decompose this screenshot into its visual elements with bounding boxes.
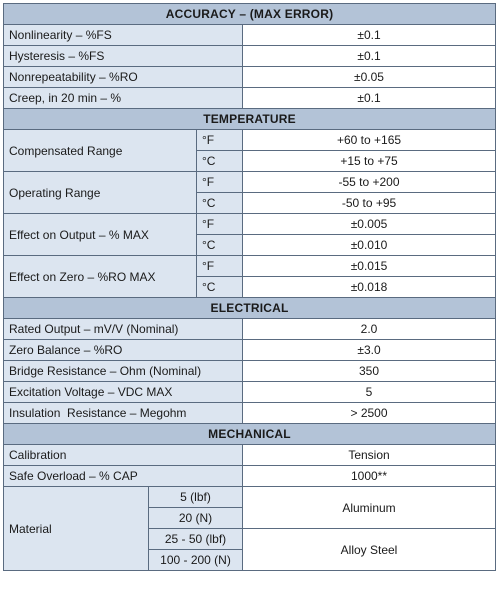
table-row: Operating Range °F -55 to +200 <box>3 171 497 214</box>
unit-fahrenheit: °F <box>196 213 243 235</box>
table-row: 25 - 50 (lbf) Alloy Steel <box>4 528 497 571</box>
capacity-range-25-50-lbf: 25 - 50 (lbf) <box>148 528 243 550</box>
table-row: Hysteresis – %FS ±0.1 <box>3 45 497 67</box>
section-header-row: MECHANICAL <box>2 423 497 445</box>
spec-value-safe-overload: 1000** <box>241 465 497 487</box>
spec-value-operating-range-c: -50 to +95 <box>241 192 497 214</box>
spec-value-material-alloy-steel: Alloy Steel <box>241 528 497 571</box>
unit-celsius: °C <box>196 150 243 172</box>
unit-celsius: °C <box>196 234 243 256</box>
spec-value-effect-on-zero-c: ±0.018 <box>241 276 497 298</box>
unit-fahrenheit: °F <box>196 129 243 151</box>
spec-value-zero-balance: ±3.0 <box>241 339 497 361</box>
spec-value-rated-output: 2.0 <box>241 318 497 340</box>
spec-label-effect-on-output: Effect on Output – % MAX <box>3 213 197 256</box>
table-row: Material 5 (lbf) Aluminum <box>3 486 497 571</box>
spec-value-effect-on-output-c: ±0.010 <box>241 234 497 256</box>
capacity-range-100-200-n: 100 - 200 (N) <box>148 549 243 571</box>
section-header-accuracy: ACCURACY – (MAX ERROR) <box>2 3 497 25</box>
spec-label-zero-balance: Zero Balance – %RO <box>3 339 243 361</box>
table-row: Nonlinearity – %FS ±0.1 <box>3 24 497 46</box>
spec-label-hysteresis: Hysteresis – %FS <box>3 45 243 67</box>
table-row: Insulation Resistance – Megohm > 2500 <box>3 402 497 424</box>
table-row: Effect on Output – % MAX °F ±0.005 <box>3 213 497 256</box>
spec-value-bridge-resistance: 350 <box>241 360 497 382</box>
spec-label-effect-on-zero: Effect on Zero – %RO MAX <box>3 255 197 298</box>
spec-value-excitation-voltage: 5 <box>241 381 497 403</box>
spec-value-compensated-range-c: +15 to +75 <box>241 150 497 172</box>
spec-label-insulation-resistance: Insulation Resistance – Megohm <box>3 402 243 424</box>
section-header-row: TEMPERATURE <box>2 108 497 130</box>
spec-value-effect-on-zero-f: ±0.015 <box>241 255 497 277</box>
table-row: Nonrepeatability – %RO ±0.05 <box>3 66 497 88</box>
spec-label-material: Material <box>3 486 149 571</box>
section-header-temperature: TEMPERATURE <box>2 108 497 130</box>
spec-value-hysteresis: ±0.1 <box>241 45 497 67</box>
spec-label-nonrepeatability: Nonrepeatability – %RO <box>3 66 243 88</box>
capacity-range-5-lbf: 5 (lbf) <box>148 486 243 508</box>
table-row: Bridge Resistance – Ohm (Nominal) 350 <box>3 360 497 382</box>
spec-value-compensated-range-f: +60 to +165 <box>241 129 497 151</box>
table-row: 100 - 200 (N) <box>4 549 496 571</box>
spec-label-rated-output: Rated Output – mV/V (Nominal) <box>3 318 243 340</box>
spec-label-bridge-resistance: Bridge Resistance – Ohm (Nominal) <box>3 360 243 382</box>
spec-value-insulation-resistance: > 2500 <box>241 402 497 424</box>
table-row: Safe Overload – % CAP 1000** <box>3 465 497 487</box>
unit-fahrenheit: °F <box>196 171 243 193</box>
spec-value-material-aluminum: Aluminum <box>241 486 497 529</box>
spec-value-effect-on-output-f: ±0.005 <box>241 213 497 235</box>
table-row: Rated Output – mV/V (Nominal) 2.0 <box>3 318 497 340</box>
table-row: °C -50 to +95 <box>4 192 497 214</box>
section-header-row: ACCURACY – (MAX ERROR) <box>2 3 497 25</box>
table-row: °C ±0.010 <box>4 234 497 256</box>
spec-label-nonlinearity: Nonlinearity – %FS <box>3 24 243 46</box>
table-row: °C +15 to +75 <box>4 150 497 172</box>
spec-value-nonlinearity: ±0.1 <box>241 24 497 46</box>
unit-celsius: °C <box>196 276 243 298</box>
spec-label-compensated-range: Compensated Range <box>3 129 197 172</box>
section-header-row: ELECTRICAL <box>2 297 497 319</box>
spec-label-excitation-voltage: Excitation Voltage – VDC MAX <box>3 381 243 403</box>
table-row: 20 (N) <box>4 507 496 529</box>
capacity-range-20-n: 20 (N) <box>148 507 243 529</box>
spec-value-nonrepeatability: ±0.05 <box>241 66 497 88</box>
table-row: Calibration Tension <box>3 444 497 466</box>
spec-value-operating-range-f: -55 to +200 <box>241 171 497 193</box>
table-row: Effect on Zero – %RO MAX °F ±0.015 <box>3 255 497 298</box>
spec-value-calibration: Tension <box>241 444 497 466</box>
spec-value-creep: ±0.1 <box>241 87 497 109</box>
spec-label-calibration: Calibration <box>3 444 243 466</box>
spec-label-operating-range: Operating Range <box>3 171 197 214</box>
table-row: Excitation Voltage – VDC MAX 5 <box>3 381 497 403</box>
spec-label-creep: Creep, in 20 min – % <box>3 87 243 109</box>
table-row: Compensated Range °F +60 to +165 <box>3 129 497 172</box>
table-row: Zero Balance – %RO ±3.0 <box>3 339 497 361</box>
section-header-mechanical: MECHANICAL <box>2 423 497 445</box>
specifications-table: ACCURACY – (MAX ERROR) Nonlinearity – %F… <box>2 3 497 571</box>
unit-celsius: °C <box>196 192 243 214</box>
unit-fahrenheit: °F <box>196 255 243 277</box>
table-row: Creep, in 20 min – % ±0.1 <box>3 87 497 109</box>
spec-label-safe-overload: Safe Overload – % CAP <box>3 465 243 487</box>
section-header-electrical: ELECTRICAL <box>2 297 497 319</box>
